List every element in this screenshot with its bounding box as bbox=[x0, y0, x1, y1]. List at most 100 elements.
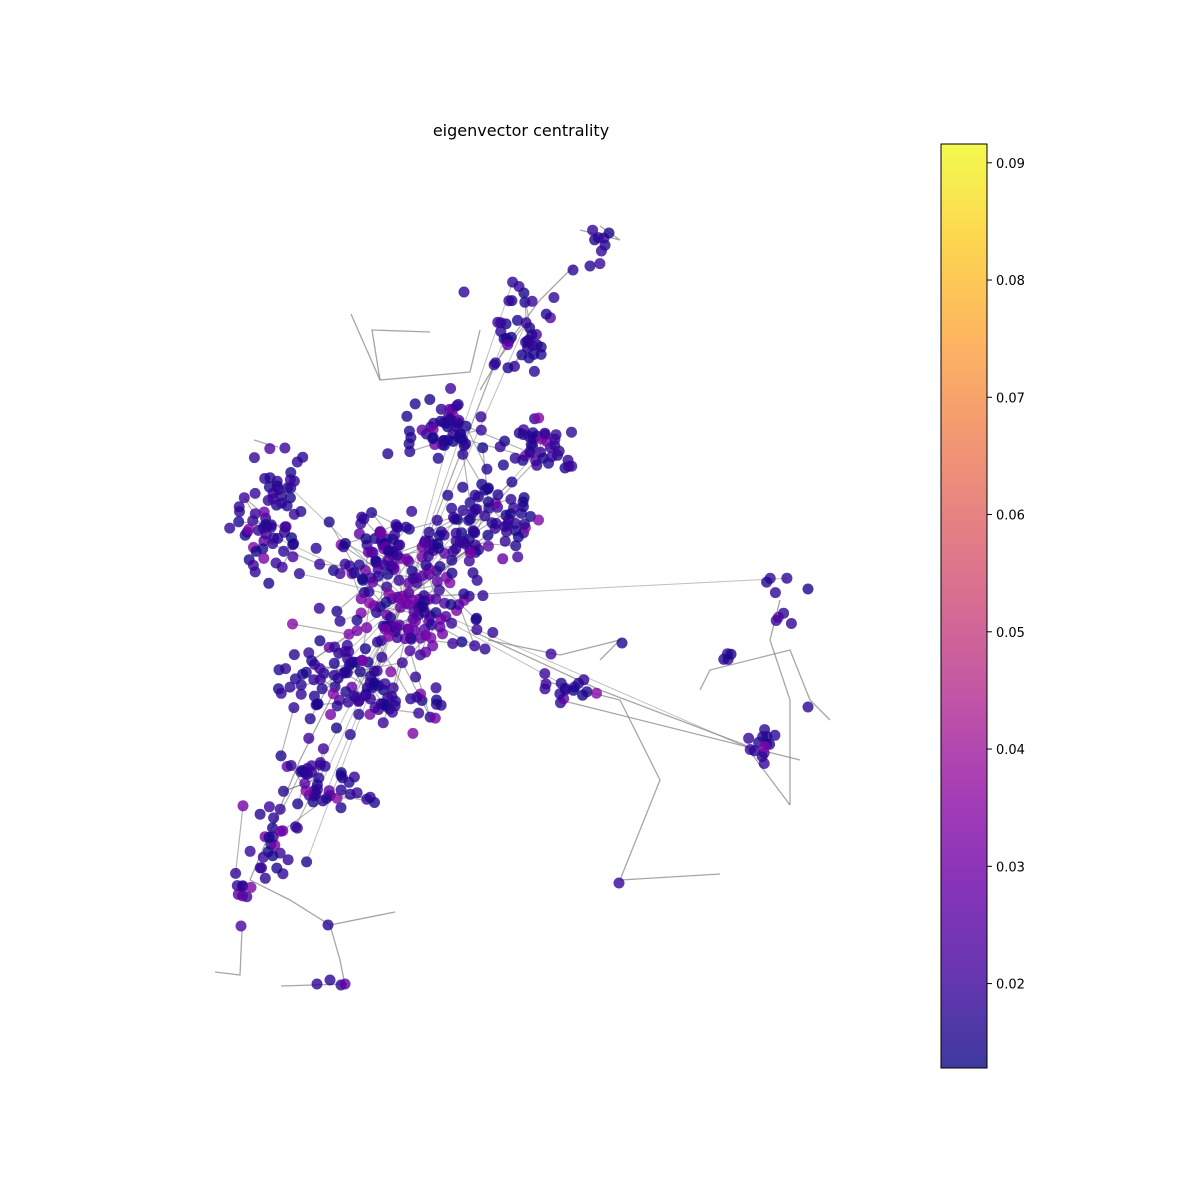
network-node bbox=[403, 587, 415, 599]
network-node bbox=[389, 529, 400, 541]
network-node bbox=[433, 584, 445, 596]
network-node bbox=[391, 549, 403, 561]
network-node bbox=[356, 655, 368, 667]
network-node bbox=[554, 688, 566, 700]
colorbar-tick-label: 0.07 bbox=[996, 391, 1025, 406]
network-edge bbox=[409, 650, 431, 718]
network-node bbox=[393, 574, 405, 586]
network-node bbox=[429, 712, 441, 724]
network-node bbox=[510, 540, 522, 552]
network-node bbox=[243, 523, 255, 535]
network-node bbox=[263, 801, 275, 813]
network-node bbox=[497, 459, 509, 471]
network-node bbox=[344, 729, 356, 740]
network-node bbox=[418, 537, 430, 548]
network-node bbox=[460, 420, 472, 432]
network-node bbox=[404, 446, 416, 458]
network-node bbox=[348, 771, 360, 783]
network-node bbox=[479, 643, 491, 655]
network-node bbox=[391, 621, 403, 633]
network-node bbox=[319, 760, 331, 772]
network-node bbox=[334, 568, 346, 580]
network-node bbox=[260, 528, 272, 540]
network-node bbox=[425, 619, 437, 631]
network-node bbox=[431, 575, 443, 587]
network-node bbox=[406, 505, 418, 517]
network-node bbox=[291, 456, 303, 468]
network-node bbox=[355, 593, 367, 605]
network-node bbox=[523, 352, 535, 364]
network-node bbox=[447, 638, 459, 649]
network-node bbox=[802, 701, 814, 713]
network-node bbox=[363, 586, 375, 598]
network-edge bbox=[309, 674, 335, 720]
network-node bbox=[331, 700, 343, 712]
network-node bbox=[237, 800, 249, 812]
network-node bbox=[749, 745, 760, 757]
colorbar-tick-label: 0.03 bbox=[996, 860, 1025, 875]
network-node bbox=[327, 688, 339, 700]
network-node bbox=[331, 792, 343, 804]
network-node bbox=[501, 526, 513, 538]
network-node bbox=[533, 412, 545, 424]
network-node bbox=[323, 785, 335, 797]
network-node bbox=[244, 845, 256, 857]
network-node bbox=[458, 588, 470, 600]
network-node bbox=[317, 743, 329, 755]
network-node bbox=[367, 576, 379, 588]
network-node bbox=[432, 538, 444, 550]
network-node bbox=[545, 648, 557, 660]
colorbar-ticks: 0.02 0.03 0.04 0.05 0.06 0.07 0.08 0.09 bbox=[987, 157, 1025, 993]
network-node bbox=[458, 286, 470, 298]
colorbar: 0.02 0.03 0.04 0.05 0.06 0.07 0.08 0.09 bbox=[940, 143, 1025, 1069]
network-node bbox=[385, 666, 397, 678]
network-node bbox=[464, 547, 476, 559]
network-node bbox=[279, 521, 291, 533]
network-node bbox=[263, 577, 275, 589]
network-node bbox=[471, 503, 483, 515]
network-node bbox=[331, 605, 343, 617]
network-node bbox=[274, 803, 286, 815]
network-node bbox=[430, 593, 442, 605]
network-node bbox=[343, 628, 355, 640]
network-node bbox=[351, 787, 363, 799]
network-node bbox=[394, 601, 406, 613]
network-node bbox=[479, 484, 491, 496]
colorbar-tick-label: 0.06 bbox=[996, 509, 1025, 524]
network-node bbox=[233, 516, 245, 528]
network-node bbox=[355, 518, 367, 530]
network-node bbox=[369, 702, 381, 713]
network-node bbox=[295, 506, 307, 517]
network-node bbox=[394, 539, 406, 551]
network-node bbox=[769, 587, 781, 599]
network-node bbox=[802, 583, 814, 595]
network-node bbox=[409, 615, 421, 627]
network-node bbox=[292, 798, 304, 810]
network-node bbox=[269, 839, 281, 851]
network-node bbox=[482, 529, 494, 541]
network-node bbox=[518, 492, 530, 504]
network-node bbox=[725, 648, 737, 660]
network-node bbox=[299, 777, 311, 789]
network-node bbox=[540, 308, 552, 320]
network-node bbox=[303, 732, 315, 744]
network-node bbox=[546, 451, 558, 463]
network-edge bbox=[769, 599, 791, 805]
network-edge bbox=[214, 929, 243, 976]
colorbar-tick-label: 0.08 bbox=[996, 274, 1025, 289]
network-node bbox=[482, 496, 494, 508]
network-node bbox=[477, 442, 489, 454]
network-node bbox=[497, 553, 509, 565]
network-node bbox=[369, 678, 381, 690]
network-node bbox=[323, 516, 335, 528]
network-node bbox=[513, 281, 525, 292]
network-node bbox=[250, 545, 262, 557]
network-node bbox=[366, 507, 378, 519]
network-node bbox=[314, 558, 326, 570]
network-node bbox=[237, 881, 249, 893]
network-node bbox=[314, 674, 326, 685]
network-node bbox=[263, 831, 275, 843]
network-node bbox=[371, 665, 383, 677]
network-node bbox=[286, 532, 297, 544]
network-node bbox=[317, 795, 329, 807]
